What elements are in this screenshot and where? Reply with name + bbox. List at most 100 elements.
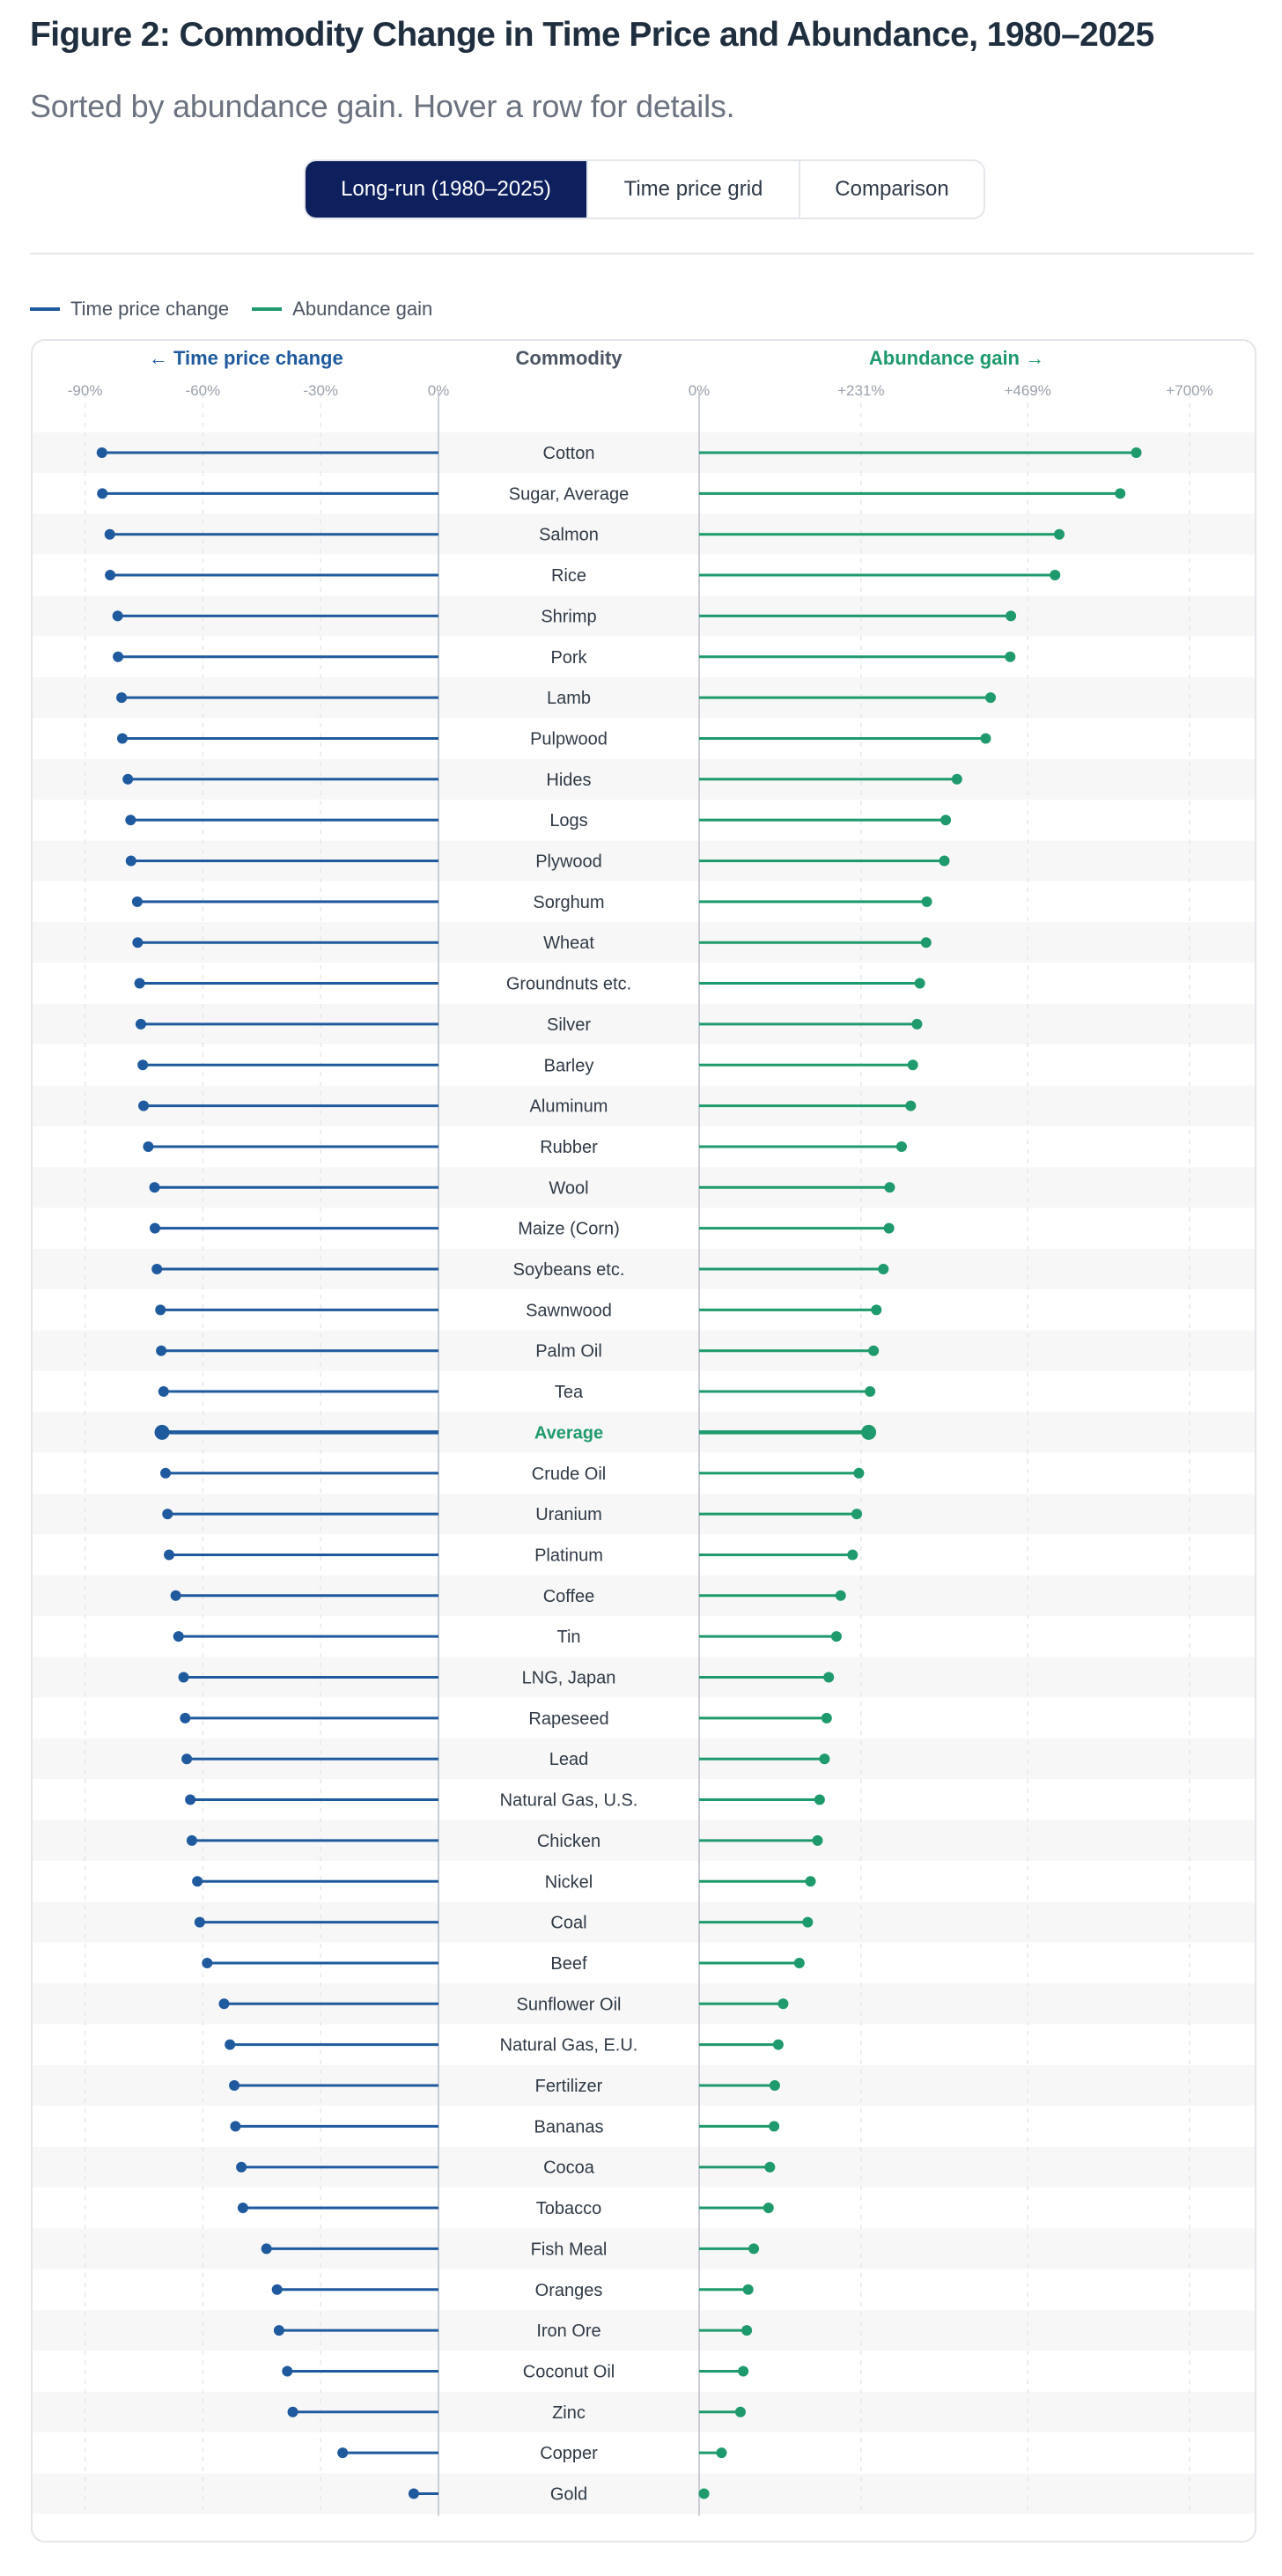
commodity-label: Wheat: [543, 934, 594, 953]
abundance-dot: [883, 1222, 895, 1234]
time-price-dot: [194, 1916, 205, 1928]
time-price-dot: [229, 2080, 240, 2091]
row-stripe: [33, 2228, 1255, 2270]
time-price-dot: [97, 488, 108, 499]
left-tick-label: -90%: [68, 382, 103, 399]
time-price-dot: [408, 2488, 419, 2499]
tab-comparison[interactable]: Comparison: [800, 161, 984, 218]
time-price-dot: [230, 2121, 241, 2132]
abundance-dot: [940, 815, 952, 826]
chart-panel: ← Time price change Commodity Abundance ga…: [31, 339, 1256, 2543]
commodity-label: Sugar, Average: [509, 484, 629, 504]
commodity-label: Wool: [549, 1178, 588, 1198]
time-price-dot: [155, 1304, 166, 1316]
row-stripe: [33, 2391, 1255, 2432]
commodity-label: Natural Gas, E.U.: [500, 2036, 638, 2056]
abundance-dot: [853, 1467, 865, 1479]
legend-time-price: Time price change: [30, 298, 229, 321]
figure-title: Figure 2: Commodity Change in Time Price…: [30, 16, 1154, 54]
abundance-dot: [951, 773, 962, 785]
commodity-label: Maize (Corn): [518, 1220, 620, 1239]
row-stripe: [33, 2473, 1255, 2514]
abundance-dot: [1131, 447, 1142, 458]
abundance-dot: [748, 2243, 760, 2255]
time-price-dot: [131, 896, 143, 907]
time-price-dot: [112, 610, 123, 622]
abundance-dot: [763, 2203, 774, 2214]
commodity-label: Tin: [556, 1628, 580, 1647]
time-price-dot: [132, 937, 144, 948]
time-price-dot: [237, 2203, 248, 2214]
right-tick-label: +469%: [1004, 382, 1050, 399]
time-price-dot: [218, 1998, 230, 2010]
abundance-dot: [1005, 651, 1016, 662]
abundance-dot: [742, 2284, 754, 2295]
commodity-label: Fish Meal: [531, 2240, 608, 2259]
commodity-label: Sunflower Oil: [517, 1995, 622, 2014]
abundance-dot: [1053, 528, 1065, 540]
commodity-label: Gold: [550, 2485, 587, 2505]
time-price-dot: [96, 447, 107, 458]
time-price-dot: [143, 1140, 154, 1152]
time-price-dot: [173, 1631, 184, 1642]
abundance-dot: [878, 1264, 889, 1274]
abundance-dot: [716, 2447, 727, 2459]
commodity-label: Plywood: [535, 853, 602, 872]
time-price-dot: [104, 528, 115, 540]
time-price-dot: [116, 692, 128, 704]
commodity-label: Tobacco: [536, 2199, 602, 2218]
commodity-label: Sorghum: [533, 893, 604, 912]
commodity-label: Fertilizer: [535, 2077, 603, 2096]
time-price-dot: [125, 815, 136, 826]
right-tick-label: 0%: [689, 382, 711, 399]
commodity-label: Pork: [550, 648, 587, 668]
abundance-dot: [738, 2366, 749, 2377]
abundance-dot: [871, 1304, 882, 1316]
chart-legend: Time price change Abundance gain: [30, 298, 432, 321]
abundance-dot: [802, 1916, 814, 1928]
time-price-dot: [116, 733, 128, 744]
right-tick-label: +231%: [837, 382, 884, 399]
commodity-label: Aluminum: [530, 1097, 608, 1117]
commodity-label: Natural Gas, U.S.: [500, 1791, 638, 1811]
time-price-dot: [185, 1794, 196, 1805]
dumbbell-chart: ← Time price change Commodity Abundance ga…: [33, 347, 1255, 2516]
time-price-dot: [170, 1590, 181, 1601]
commodity-label: Iron Ore: [536, 2321, 600, 2341]
commodity-label: Lead: [549, 1750, 589, 1769]
commodity-label: Sawnwood: [526, 1301, 612, 1320]
commodity-label: Nickel: [545, 1872, 593, 1892]
commodity-label: Crude Oil: [532, 1465, 606, 1484]
abundance-dot: [905, 1100, 917, 1111]
tab-time-price-grid[interactable]: Time price grid: [588, 161, 800, 218]
time-price-dot: [186, 1834, 197, 1846]
commodity-label: Groundnuts etc.: [506, 975, 631, 994]
legend-abundance-swatch: [252, 307, 283, 311]
time-price-dot: [134, 978, 145, 989]
left-tick-label: 0%: [428, 382, 450, 399]
row-stripe: [33, 2146, 1255, 2188]
time-price-dot: [164, 1549, 175, 1561]
time-price-dot: [180, 1712, 191, 1723]
left-panel-title: ← Time price change: [149, 347, 343, 369]
abundance-dot: [914, 978, 925, 989]
legend-time-price-label: Time price change: [70, 298, 230, 320]
abundance-dot: [865, 1386, 876, 1398]
abundance-dot: [851, 1509, 863, 1520]
commodity-label: Bananas: [534, 2117, 604, 2137]
commodity-label: Pulpwood: [530, 729, 608, 749]
commodity-label: Copper: [540, 2444, 598, 2463]
abundance-dot: [698, 2488, 710, 2499]
abundance-dot: [741, 2325, 753, 2336]
time-price-dot: [138, 1100, 150, 1111]
commodity-label: Hides: [546, 771, 591, 790]
time-price-dot: [151, 1264, 163, 1274]
abundance-dot: [830, 1631, 842, 1642]
time-price-dot: [149, 1182, 160, 1193]
time-price-dot: [287, 2406, 298, 2417]
time-price-dot: [158, 1386, 169, 1398]
abundance-dot: [793, 1957, 805, 1968]
commodity-label: Cotton: [543, 444, 595, 463]
tab-long-run[interactable]: Long-run (1980–2025): [306, 161, 588, 218]
abundance-dot: [921, 896, 932, 907]
